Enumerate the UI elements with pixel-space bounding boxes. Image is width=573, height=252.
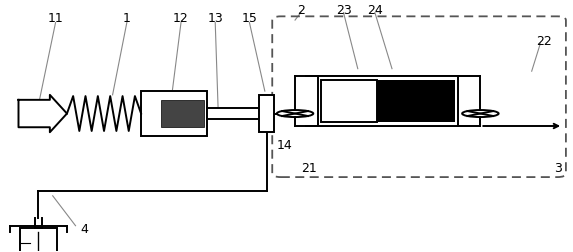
Text: 13: 13 (207, 12, 223, 25)
Bar (207, 108, 261, 119)
Text: 21: 21 (301, 162, 317, 175)
Bar (318, 76, 458, 126)
Bar (161, 100, 204, 127)
Text: 23: 23 (336, 4, 351, 17)
Text: 2: 2 (297, 4, 305, 17)
Text: 1: 1 (123, 12, 131, 25)
Bar (141, 91, 207, 136)
Text: 4: 4 (80, 223, 88, 236)
Bar (20, 228, 57, 252)
Text: 3: 3 (555, 162, 563, 175)
Bar (259, 95, 274, 132)
Bar (321, 80, 376, 122)
Text: 14: 14 (277, 139, 293, 152)
Bar (376, 80, 455, 122)
Text: 11: 11 (48, 12, 64, 25)
Text: 24: 24 (367, 4, 383, 17)
Polygon shape (18, 95, 67, 132)
Text: 15: 15 (241, 12, 257, 25)
Text: 12: 12 (173, 12, 189, 25)
Text: 22: 22 (536, 35, 552, 48)
